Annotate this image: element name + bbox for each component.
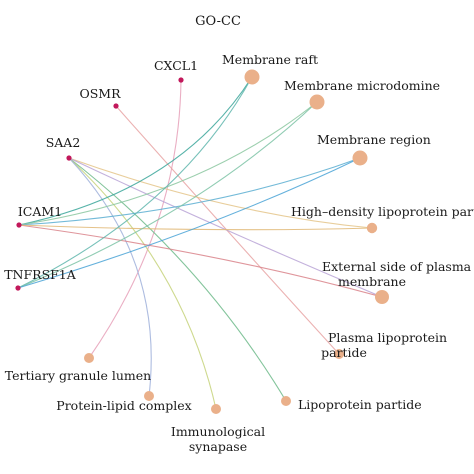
gene-node-tnfrsf1a (15, 285, 21, 291)
gene-label-icam1: ICAM1 (18, 204, 62, 219)
edge-tnfrsf1a-membrane-region (17, 157, 361, 289)
term-node-immunological-synapase (211, 404, 221, 414)
term-label-lipoprotein-partide-line-1: Lipoprotein partide (298, 397, 422, 412)
edge-icam1-membrane-region (18, 157, 361, 226)
node-layer (15, 69, 389, 414)
label-layer: CXCL1 OSMR SAA2 ICAM1 TNFRSF1A Membrane raft M… (4, 52, 474, 454)
edge-saa2-external-side-plasma-membrane (68, 157, 383, 298)
edge-tnfrsf1a-membrane-microdomine (17, 101, 318, 289)
term-node-membrane-microdomine (309, 94, 325, 110)
term-label-hdl-particle-line-1: High–density lipoprotein particle (291, 204, 474, 219)
gene-node-saa2 (66, 155, 72, 161)
term-node-plasma-lipoprotein-partide (334, 349, 344, 359)
gene-node-icam1 (16, 222, 22, 228)
term-label-immunological-synapase-line-2: synapase (189, 439, 247, 454)
term-node-lipoprotein-partide (281, 396, 291, 406)
term-node-membrane-region (352, 150, 368, 166)
edge-icam1-hdl-particle (18, 224, 373, 231)
term-label-plasma-lipoprotein-partide-line-1: Plasma lipoprotein (328, 330, 447, 345)
term-node-external-side-plasma-membrane (375, 290, 389, 304)
term-node-membrane-raft (244, 69, 260, 85)
edge-tnfrsf1a-membrane-raft (17, 76, 253, 289)
term-node-hdl-particle (366, 222, 378, 234)
edge-saa2-immunological-synapase (68, 157, 217, 410)
term-label-external-side-plasma-membrane-line-2: membrane (338, 274, 406, 289)
edge-saa2-hdl-particle (68, 157, 373, 229)
edge-saa2-protein-lipid-complex (68, 157, 152, 397)
gene-label-osmr: OSMR (79, 86, 121, 101)
edge-saa2-lipoprotein-partide (68, 157, 287, 402)
term-label-external-side-plasma-membrane-line-1: External side of plasma (322, 259, 472, 274)
edge-icam1-external-side-plasma-membrane (18, 224, 383, 298)
term-label-immunological-synapase-line-1: Immunological (171, 424, 265, 439)
gene-node-cxcl1 (178, 77, 184, 83)
term-label-tertiary-granule-lumen-line-1: Tertiary granule lumen (5, 368, 151, 383)
term-node-tertiary-granule-lumen (84, 353, 94, 363)
gene-node-osmr (113, 103, 119, 109)
term-label-membrane-microdomine-line-1: Membrane microdomine (284, 78, 440, 93)
term-label-membrane-raft-line-1: Membrane raft (222, 52, 318, 67)
edge-icam1-membrane-raft (18, 76, 253, 226)
edge-osmr-plasma-lipoprotein-partide (115, 105, 340, 355)
chart-title: GO-CC (195, 14, 241, 29)
edge-icam1-membrane-microdomine (18, 101, 318, 226)
gene-label-tnfrsf1a: TNFRSF1A (4, 267, 77, 282)
edge-layer (17, 76, 383, 410)
term-label-membrane-region-line-1: Membrane region (317, 132, 431, 147)
edge-cxcl1-tertiary-granule-lumen (88, 79, 182, 359)
term-label-plasma-lipoprotein-partide-line-2: partide (321, 345, 367, 360)
term-label-protein-lipid-complex-line-1: Protein-lipid complex (56, 398, 191, 413)
gene-label-cxcl1: CXCL1 (154, 58, 198, 73)
gene-label-saa2: SAA2 (46, 135, 81, 150)
term-node-protein-lipid-complex (144, 391, 154, 401)
